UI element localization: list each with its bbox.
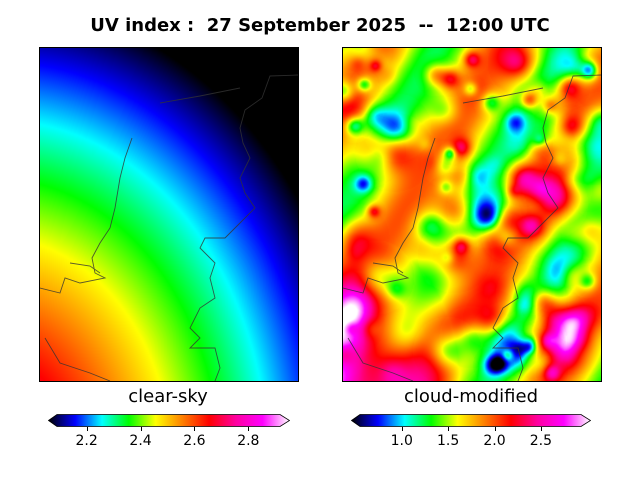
colorbar-tick xyxy=(540,427,542,431)
colorbar-cloud-modified xyxy=(351,414,591,427)
colorbar-tick xyxy=(401,427,403,431)
colorbar-tick-label: 1.5 xyxy=(436,433,460,449)
colorbar-tick-label: 2.4 xyxy=(129,433,152,449)
colorbar-tick-label: 2.5 xyxy=(529,433,553,449)
figure-title: UV index : 27 September 2025 -- 12:00 UT… xyxy=(90,15,550,36)
colorbar-tick xyxy=(194,427,196,431)
cloud-modified-field xyxy=(343,48,601,381)
colorbar-tick-label: 2.0 xyxy=(483,433,506,449)
coastline xyxy=(343,74,601,381)
colorbar-body xyxy=(48,414,290,427)
colorbar-tick-label: 2.2 xyxy=(75,433,98,449)
colorbar-tick-label: 2.8 xyxy=(237,433,260,449)
panel-label-cloud-modified: cloud-modified xyxy=(403,386,539,407)
clear-sky-field xyxy=(40,48,298,381)
colorbar-tick xyxy=(140,427,142,431)
colorbar-tick xyxy=(494,427,496,431)
clear-sky-map xyxy=(39,47,299,382)
colorbar-clear-sky xyxy=(48,414,290,427)
cloud-modified-map xyxy=(342,47,602,382)
colorbar-tick xyxy=(448,427,450,431)
colorbar-tick xyxy=(86,427,88,431)
colorbar-tick-label: 2.6 xyxy=(183,433,206,449)
coastline xyxy=(40,74,298,381)
colorbar-tick xyxy=(248,427,250,431)
colorbar-body xyxy=(351,414,591,427)
colorbar-tick-label: 1.0 xyxy=(390,433,413,449)
panel-label-clear-sky: clear-sky xyxy=(128,386,208,407)
